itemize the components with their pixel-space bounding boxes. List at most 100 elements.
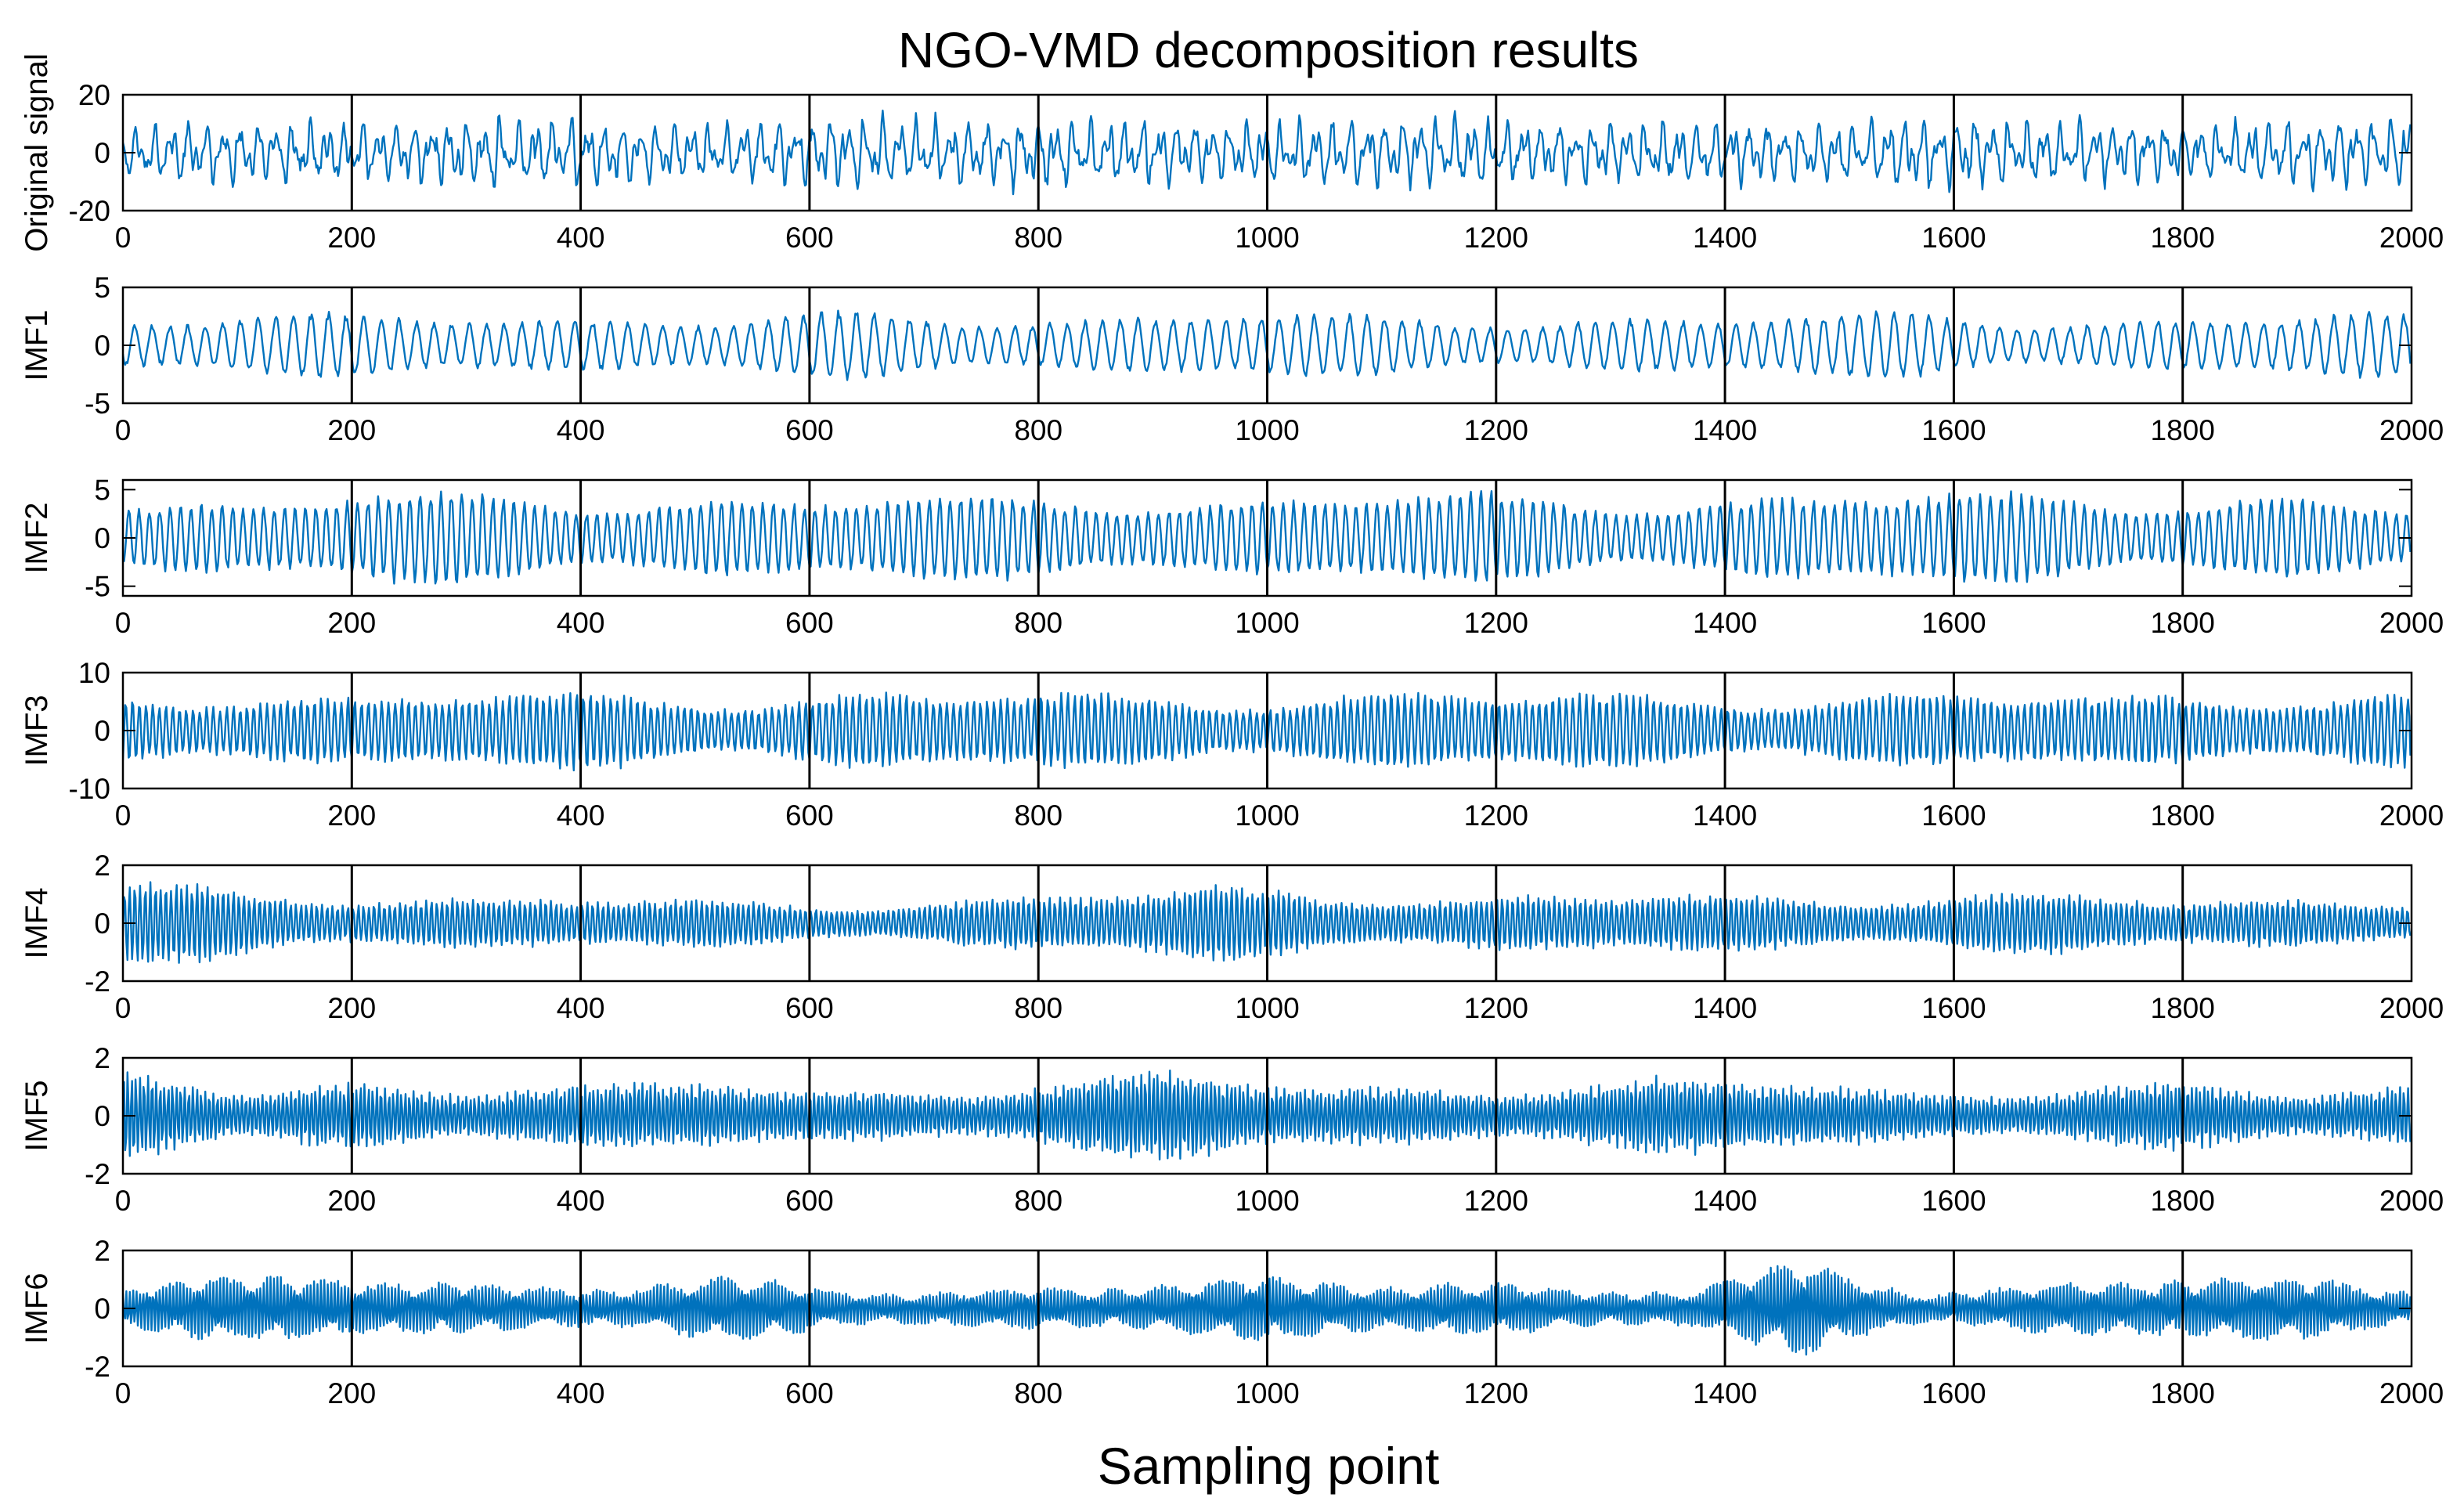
x-tick-label: 200 xyxy=(327,799,376,832)
x-tick-label: 1800 xyxy=(2151,1377,2215,1409)
x-tick-label: 600 xyxy=(785,222,834,254)
y-tick-label: -2 xyxy=(85,1351,110,1383)
x-tick-label: 2000 xyxy=(2379,992,2444,1024)
y-tick-label: -20 xyxy=(69,195,110,227)
x-tick-label: 1600 xyxy=(1921,607,1986,639)
x-tick-label: 200 xyxy=(327,222,376,254)
x-tick-label: 2000 xyxy=(2379,222,2444,254)
subplot-imf6: 0 200 400 600 800 1000 1200 1400 1600 1800 2000-20… xyxy=(20,1235,2444,1409)
x-tick-label: 2000 xyxy=(2379,1377,2444,1409)
x-tick-label: 1400 xyxy=(1693,414,1757,446)
y-tick-label: 0 xyxy=(94,908,110,940)
x-tick-label: 600 xyxy=(785,799,834,832)
y-axis-label: IMF4 xyxy=(20,887,54,958)
x-tick-label: 1000 xyxy=(1235,1377,1299,1409)
y-tick-label: -2 xyxy=(85,965,110,998)
subplot-stack: 0 200 400 600 800 1000 1200 1400 1600 1800 2000-20… xyxy=(20,53,2444,1409)
x-tick-label: 1200 xyxy=(1464,1377,1528,1409)
x-tick-label: 200 xyxy=(327,414,376,446)
y-axis-label: IMF6 xyxy=(20,1272,54,1344)
y-axis-label: IMF5 xyxy=(20,1080,54,1151)
x-tick-label: 0 xyxy=(115,992,132,1024)
x-tick-label: 600 xyxy=(785,607,834,639)
subplot-imf3: 0 200 400 600 800 1000 1200 1400 1600 1800 2000 -10… xyxy=(20,657,2444,832)
x-tick-label: 800 xyxy=(1014,1377,1062,1409)
y-tick-label: 0 xyxy=(94,1293,110,1325)
y-tick-label: 20 xyxy=(78,79,110,111)
x-axis-label: Sampling point xyxy=(1098,1437,1440,1495)
y-tick-label: 5 xyxy=(94,272,110,304)
y-tick-label: 0 xyxy=(94,137,110,169)
x-tick-label: 1200 xyxy=(1464,414,1528,446)
x-tick-label: 1800 xyxy=(2151,799,2215,832)
x-tick-label: 1800 xyxy=(2151,222,2215,254)
x-tick-label: 400 xyxy=(557,414,605,446)
x-tick-label: 2000 xyxy=(2379,1185,2444,1217)
y-axis-label: IMF1 xyxy=(20,309,54,381)
x-tick-label: 600 xyxy=(785,414,834,446)
x-tick-label: 1000 xyxy=(1235,607,1299,639)
y-axis-label: IMF3 xyxy=(20,695,54,766)
x-tick-label: 600 xyxy=(785,1377,834,1409)
x-tick-label: 0 xyxy=(115,1377,132,1409)
x-tick-label: 0 xyxy=(115,1185,132,1217)
x-tick-label: 1200 xyxy=(1464,992,1528,1024)
x-tick-label: 200 xyxy=(327,1377,376,1409)
x-tick-label: 400 xyxy=(557,799,605,832)
x-tick-label: 1400 xyxy=(1693,222,1757,254)
x-tick-label: 1000 xyxy=(1235,799,1299,832)
x-tick-label: 1600 xyxy=(1921,414,1986,446)
y-tick-label: -5 xyxy=(85,571,110,603)
x-tick-label: 1200 xyxy=(1464,222,1528,254)
x-tick-label: 800 xyxy=(1014,992,1062,1024)
x-tick-label: 1600 xyxy=(1921,222,1986,254)
x-tick-label: 1000 xyxy=(1235,992,1299,1024)
x-tick-label: 1600 xyxy=(1921,1377,1986,1409)
x-tick-label: 1600 xyxy=(1921,992,1986,1024)
subplot-original-signal: 0 200 400 600 800 1000 1200 1400 1600 1800 2000-20… xyxy=(20,53,2444,254)
x-tick-label: 0 xyxy=(115,799,132,832)
x-tick-label: 800 xyxy=(1014,222,1062,254)
y-tick-label: -10 xyxy=(69,773,110,805)
y-tick-label: 0 xyxy=(94,1100,110,1132)
x-tick-label: 800 xyxy=(1014,1185,1062,1217)
x-tick-label: 400 xyxy=(557,1185,605,1217)
x-tick-label: 1400 xyxy=(1693,799,1757,832)
y-axis-label: Original signal xyxy=(20,53,54,251)
x-tick-label: 1800 xyxy=(2151,414,2215,446)
y-axis-label: IMF2 xyxy=(20,502,54,573)
x-tick-label: 400 xyxy=(557,1377,605,1409)
x-tick-label: 400 xyxy=(557,222,605,254)
y-tick-label: -5 xyxy=(85,388,110,420)
x-tick-label: 1600 xyxy=(1921,1185,1986,1217)
x-tick-label: 200 xyxy=(327,607,376,639)
subplot-imf4: 0 200 400 600 800 1000 1200 1400 1600 1800 2000-20… xyxy=(20,850,2444,1024)
y-tick-label: 2 xyxy=(94,850,110,882)
y-tick-label: -2 xyxy=(85,1158,110,1190)
y-tick-label: 2 xyxy=(94,1235,110,1267)
x-tick-label: 0 xyxy=(115,414,132,446)
x-tick-label: 1800 xyxy=(2151,607,2215,639)
x-tick-label: 1400 xyxy=(1693,1377,1757,1409)
x-tick-label: 1800 xyxy=(2151,992,2215,1024)
x-tick-label: 1200 xyxy=(1464,1185,1528,1217)
x-tick-label: 800 xyxy=(1014,607,1062,639)
x-tick-label: 200 xyxy=(327,992,376,1024)
chart-title: NGO-VMD decomposition results xyxy=(898,22,1639,78)
x-tick-label: 200 xyxy=(327,1185,376,1217)
x-tick-label: 600 xyxy=(785,992,834,1024)
x-tick-label: 1000 xyxy=(1235,1185,1299,1217)
y-tick-label: 10 xyxy=(78,657,110,689)
x-tick-label: 600 xyxy=(785,1185,834,1217)
x-tick-label: 0 xyxy=(115,222,132,254)
x-tick-label: 1400 xyxy=(1693,992,1757,1024)
x-tick-label: 1600 xyxy=(1921,799,1986,832)
x-tick-label: 1400 xyxy=(1693,607,1757,639)
x-tick-label: 400 xyxy=(557,607,605,639)
x-tick-label: 2000 xyxy=(2379,414,2444,446)
x-tick-label: 1200 xyxy=(1464,799,1528,832)
subplot-imf2: 0 200 400 600 800 1000 1200 1400 1600 1800 2000-50… xyxy=(20,474,2444,639)
x-tick-label: 1000 xyxy=(1235,414,1299,446)
y-tick-label: 5 xyxy=(94,474,110,506)
